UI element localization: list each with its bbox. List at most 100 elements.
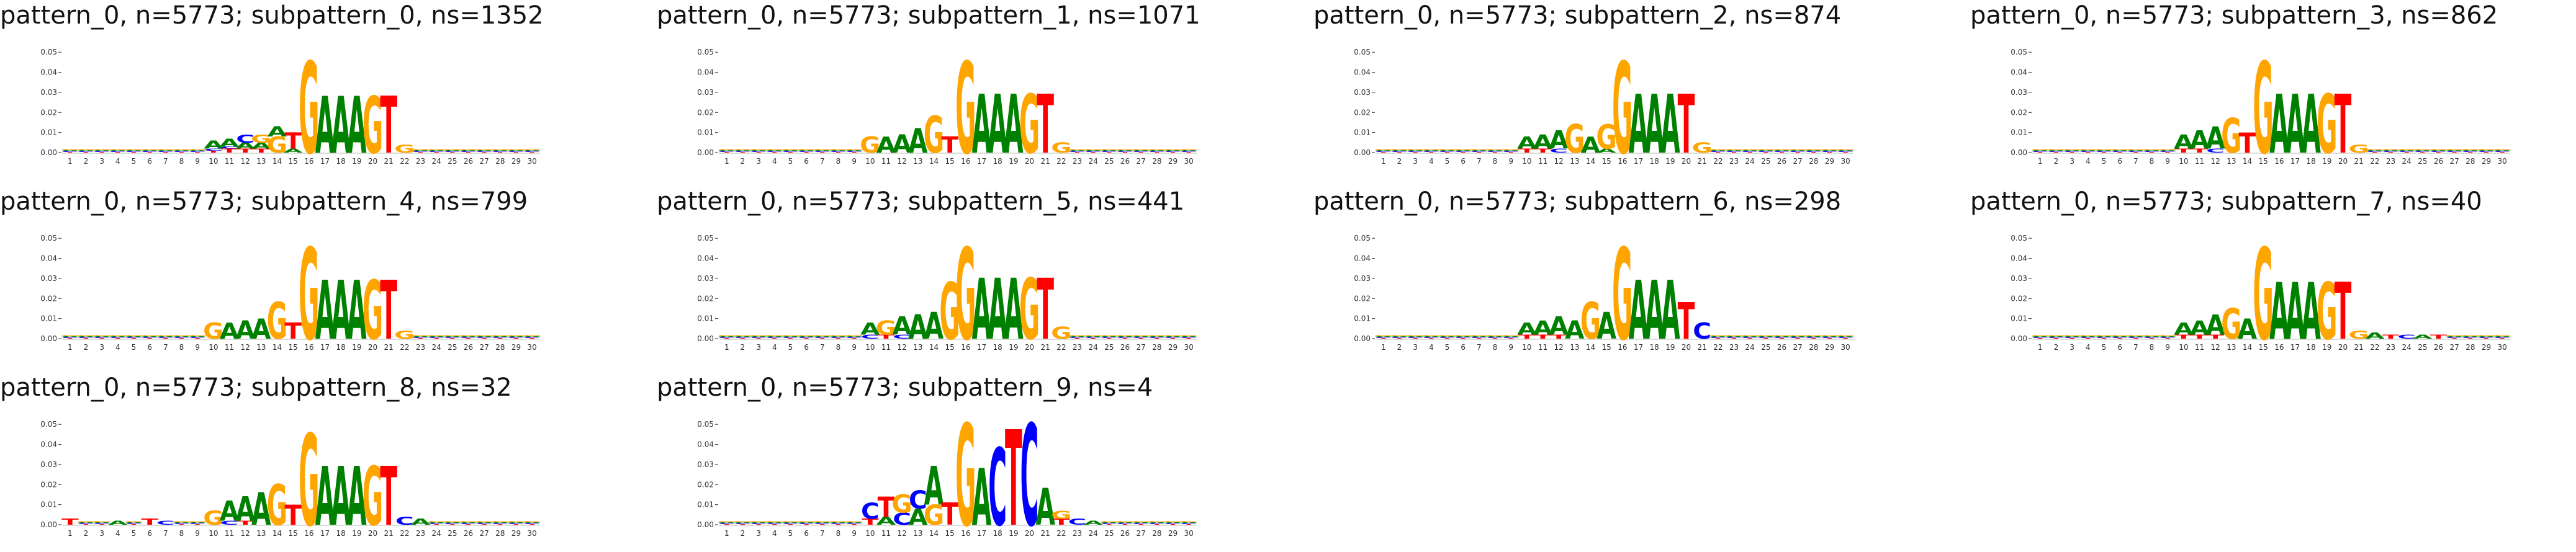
x-tick-label: 21 [1041, 343, 1050, 352]
logo-letter-G: G [411, 335, 430, 337]
logo-letter-C: C [523, 523, 540, 525]
logo-letter-A: A [1390, 336, 1409, 337]
logo-letter-C: C [2143, 337, 2160, 339]
x-tick-label: 13 [913, 343, 922, 352]
logo-letter-T: T [2096, 338, 2112, 339]
y-tick-label: 0.04 [697, 254, 714, 263]
logo-letter-C: C [750, 151, 767, 153]
logo-letter-C: C [1020, 408, 1039, 548]
logo-letter-A: A [1581, 132, 1601, 158]
logo-letter-T: T [1518, 334, 1536, 340]
logo-letter-T: T [1117, 152, 1133, 153]
x-tick-label: 24 [1745, 343, 1755, 352]
logo-letter-G: G [1179, 149, 1199, 151]
x-tick-label: 10 [865, 343, 875, 352]
logo-letter-G: G [172, 149, 191, 151]
logo-letter-G: G [2127, 149, 2146, 151]
logo-letter-G: G [829, 149, 848, 151]
logo-letter-A: A [2365, 331, 2385, 341]
logo-letter-C: C [750, 337, 767, 339]
y-tick-label: 0.02 [40, 480, 57, 489]
logo-letter-G: G [718, 149, 737, 151]
y-tick-label: 0.03 [40, 274, 57, 283]
logo-letter-G: G [765, 521, 785, 523]
x-tick-label: 4 [2086, 343, 2091, 352]
logo-letter-G: G [781, 335, 800, 337]
x-tick-label: 26 [1120, 157, 1130, 166]
logo-letter-T: T [508, 338, 524, 339]
x-tick-label: 23 [1729, 157, 1739, 166]
logo-letter-A: A [1470, 150, 1488, 151]
logo-letter-A: A [523, 522, 542, 523]
logo-letter-A: A [1407, 336, 1425, 337]
logo-letter-T: T [2446, 152, 2462, 153]
logo-letter-A: A [507, 336, 526, 337]
logo-letter-T: T [2479, 152, 2494, 153]
logo-letter-C: C [1439, 337, 1456, 339]
logo-letter-G: G [1724, 335, 1744, 337]
logo-letter-A: A [1390, 150, 1409, 151]
logo-letter-G: G [2063, 149, 2082, 151]
logo-letter-A: A [2398, 150, 2416, 151]
logo-panel: pattern_0, n=5773; subpattern_1, ns=1071… [657, 0, 1315, 180]
y-tick-label: 0.00 [40, 148, 57, 157]
logo-letter-A: A [2031, 150, 2050, 151]
logo-letter-G: G [2110, 335, 2130, 337]
logo-letter-A: A [428, 336, 446, 337]
logo-letter-A: A [1035, 479, 1055, 538]
x-tick-label: 24 [1745, 157, 1755, 166]
x-tick-label: 14 [272, 529, 282, 538]
x-tick-label: 12 [241, 343, 250, 352]
logo-panel: pattern_0, n=5773; subpattern_5, ns=441 0… [657, 186, 1315, 366]
logo-letter-A: A [2269, 77, 2289, 172]
logo-plot: 0.000.010.020.030.040.051 2 3 4 5 6 7 8 9 10 11 12 1… [697, 37, 1199, 176]
logo-letter-G: G [2349, 143, 2369, 156]
logo-letter-C: C [798, 151, 814, 153]
x-tick-label: 16 [961, 529, 970, 538]
x-tick-label: 13 [1570, 343, 1579, 352]
logo-letter-C: C [861, 498, 880, 524]
logo-letter-T: T [2112, 152, 2127, 153]
x-tick-label: 16 [1618, 343, 1627, 352]
logo-letter-A: A [2366, 150, 2384, 151]
x-tick-label: 24 [432, 157, 441, 166]
y-tick-label: 0.00 [697, 148, 714, 157]
logo-letter-T: T [2159, 338, 2175, 339]
logo-letter-A: A [2063, 336, 2082, 337]
logo-letter-C: C [2159, 151, 2176, 153]
logo-letter-T: T [2367, 152, 2382, 153]
logo-letter-C: C [2478, 151, 2495, 153]
logo-letter-G: G [2429, 149, 2448, 151]
logo-letter-C: C [1375, 337, 1392, 339]
logo-letter-C: C [2032, 337, 2048, 339]
x-tick-label: 7 [2133, 343, 2138, 352]
x-tick-label: 18 [1650, 343, 1659, 352]
logo-letter-G: G [124, 149, 143, 151]
logo-letter-T: T [1710, 152, 1726, 153]
x-tick-label: 9 [195, 529, 200, 538]
x-tick-label: 8 [2150, 343, 2155, 352]
logo-letter-A: A [988, 77, 1007, 172]
logo-letter-G: G [1596, 118, 1617, 157]
logo-letter-C: C [1805, 151, 1822, 153]
logo-letter-C: C [220, 520, 239, 526]
logo-letter-A: A [1629, 263, 1649, 358]
logo-letter-G: G [813, 149, 832, 151]
logo-letter-T: T [767, 338, 782, 339]
logo-letter-C: C [204, 148, 223, 151]
y-tick-label: 0.01 [2011, 314, 2027, 323]
x-tick-label: 27 [1793, 157, 1803, 166]
x-tick-label: 25 [448, 343, 457, 352]
logo-letter-A: A [2079, 150, 2097, 151]
panel-title: pattern_0, n=5773; subpattern_9, ns=4 [657, 373, 1153, 402]
logo-letter-A: A [2238, 313, 2257, 345]
x-tick-label: 12 [898, 343, 907, 352]
logo-letter-T: T [846, 152, 862, 153]
x-tick-label: 25 [448, 529, 457, 538]
logo-letter-A: A [1565, 315, 1585, 345]
logo-letter-C: C [782, 337, 799, 339]
y-tick-label: 0.02 [2011, 294, 2027, 303]
logo-letter-G: G [2493, 335, 2512, 337]
x-tick-label: 28 [1152, 529, 1161, 538]
logo-letter-G: G [718, 335, 737, 337]
